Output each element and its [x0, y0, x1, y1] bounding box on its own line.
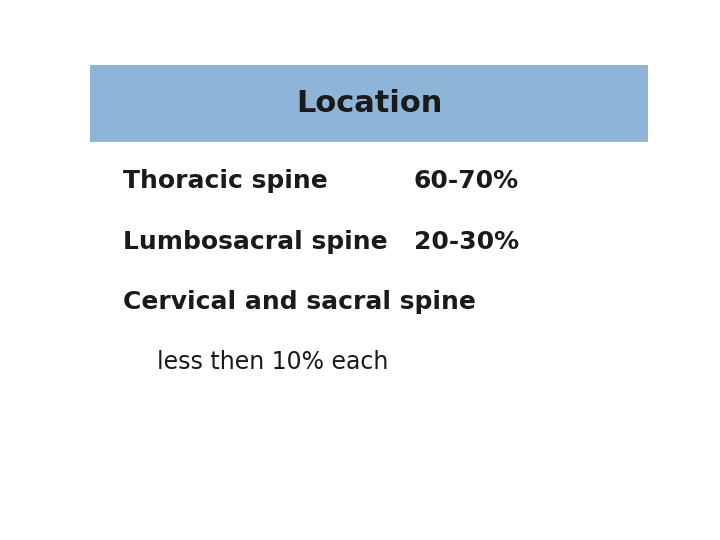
Text: 60-70%: 60-70%: [413, 169, 519, 193]
Text: Lumbosacral spine: Lumbosacral spine: [124, 230, 388, 253]
Text: 20-30%: 20-30%: [413, 230, 519, 253]
Text: less then 10% each: less then 10% each: [157, 350, 388, 374]
Text: Thoracic spine: Thoracic spine: [124, 169, 328, 193]
FancyBboxPatch shape: [90, 65, 648, 141]
Text: Cervical and sacral spine: Cervical and sacral spine: [124, 290, 477, 314]
Text: Location: Location: [296, 89, 442, 118]
